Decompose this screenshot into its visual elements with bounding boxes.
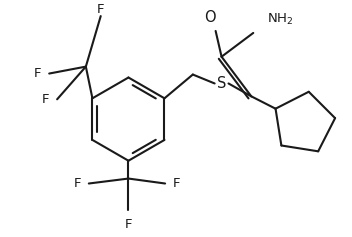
Text: F: F: [74, 177, 81, 190]
Text: F: F: [125, 218, 132, 231]
Text: F: F: [42, 93, 49, 106]
Text: F: F: [173, 177, 181, 190]
Text: F: F: [97, 3, 105, 16]
Text: S: S: [217, 76, 226, 91]
Text: F: F: [34, 67, 41, 80]
Text: NH$_2$: NH$_2$: [267, 12, 294, 27]
Text: O: O: [204, 10, 215, 25]
